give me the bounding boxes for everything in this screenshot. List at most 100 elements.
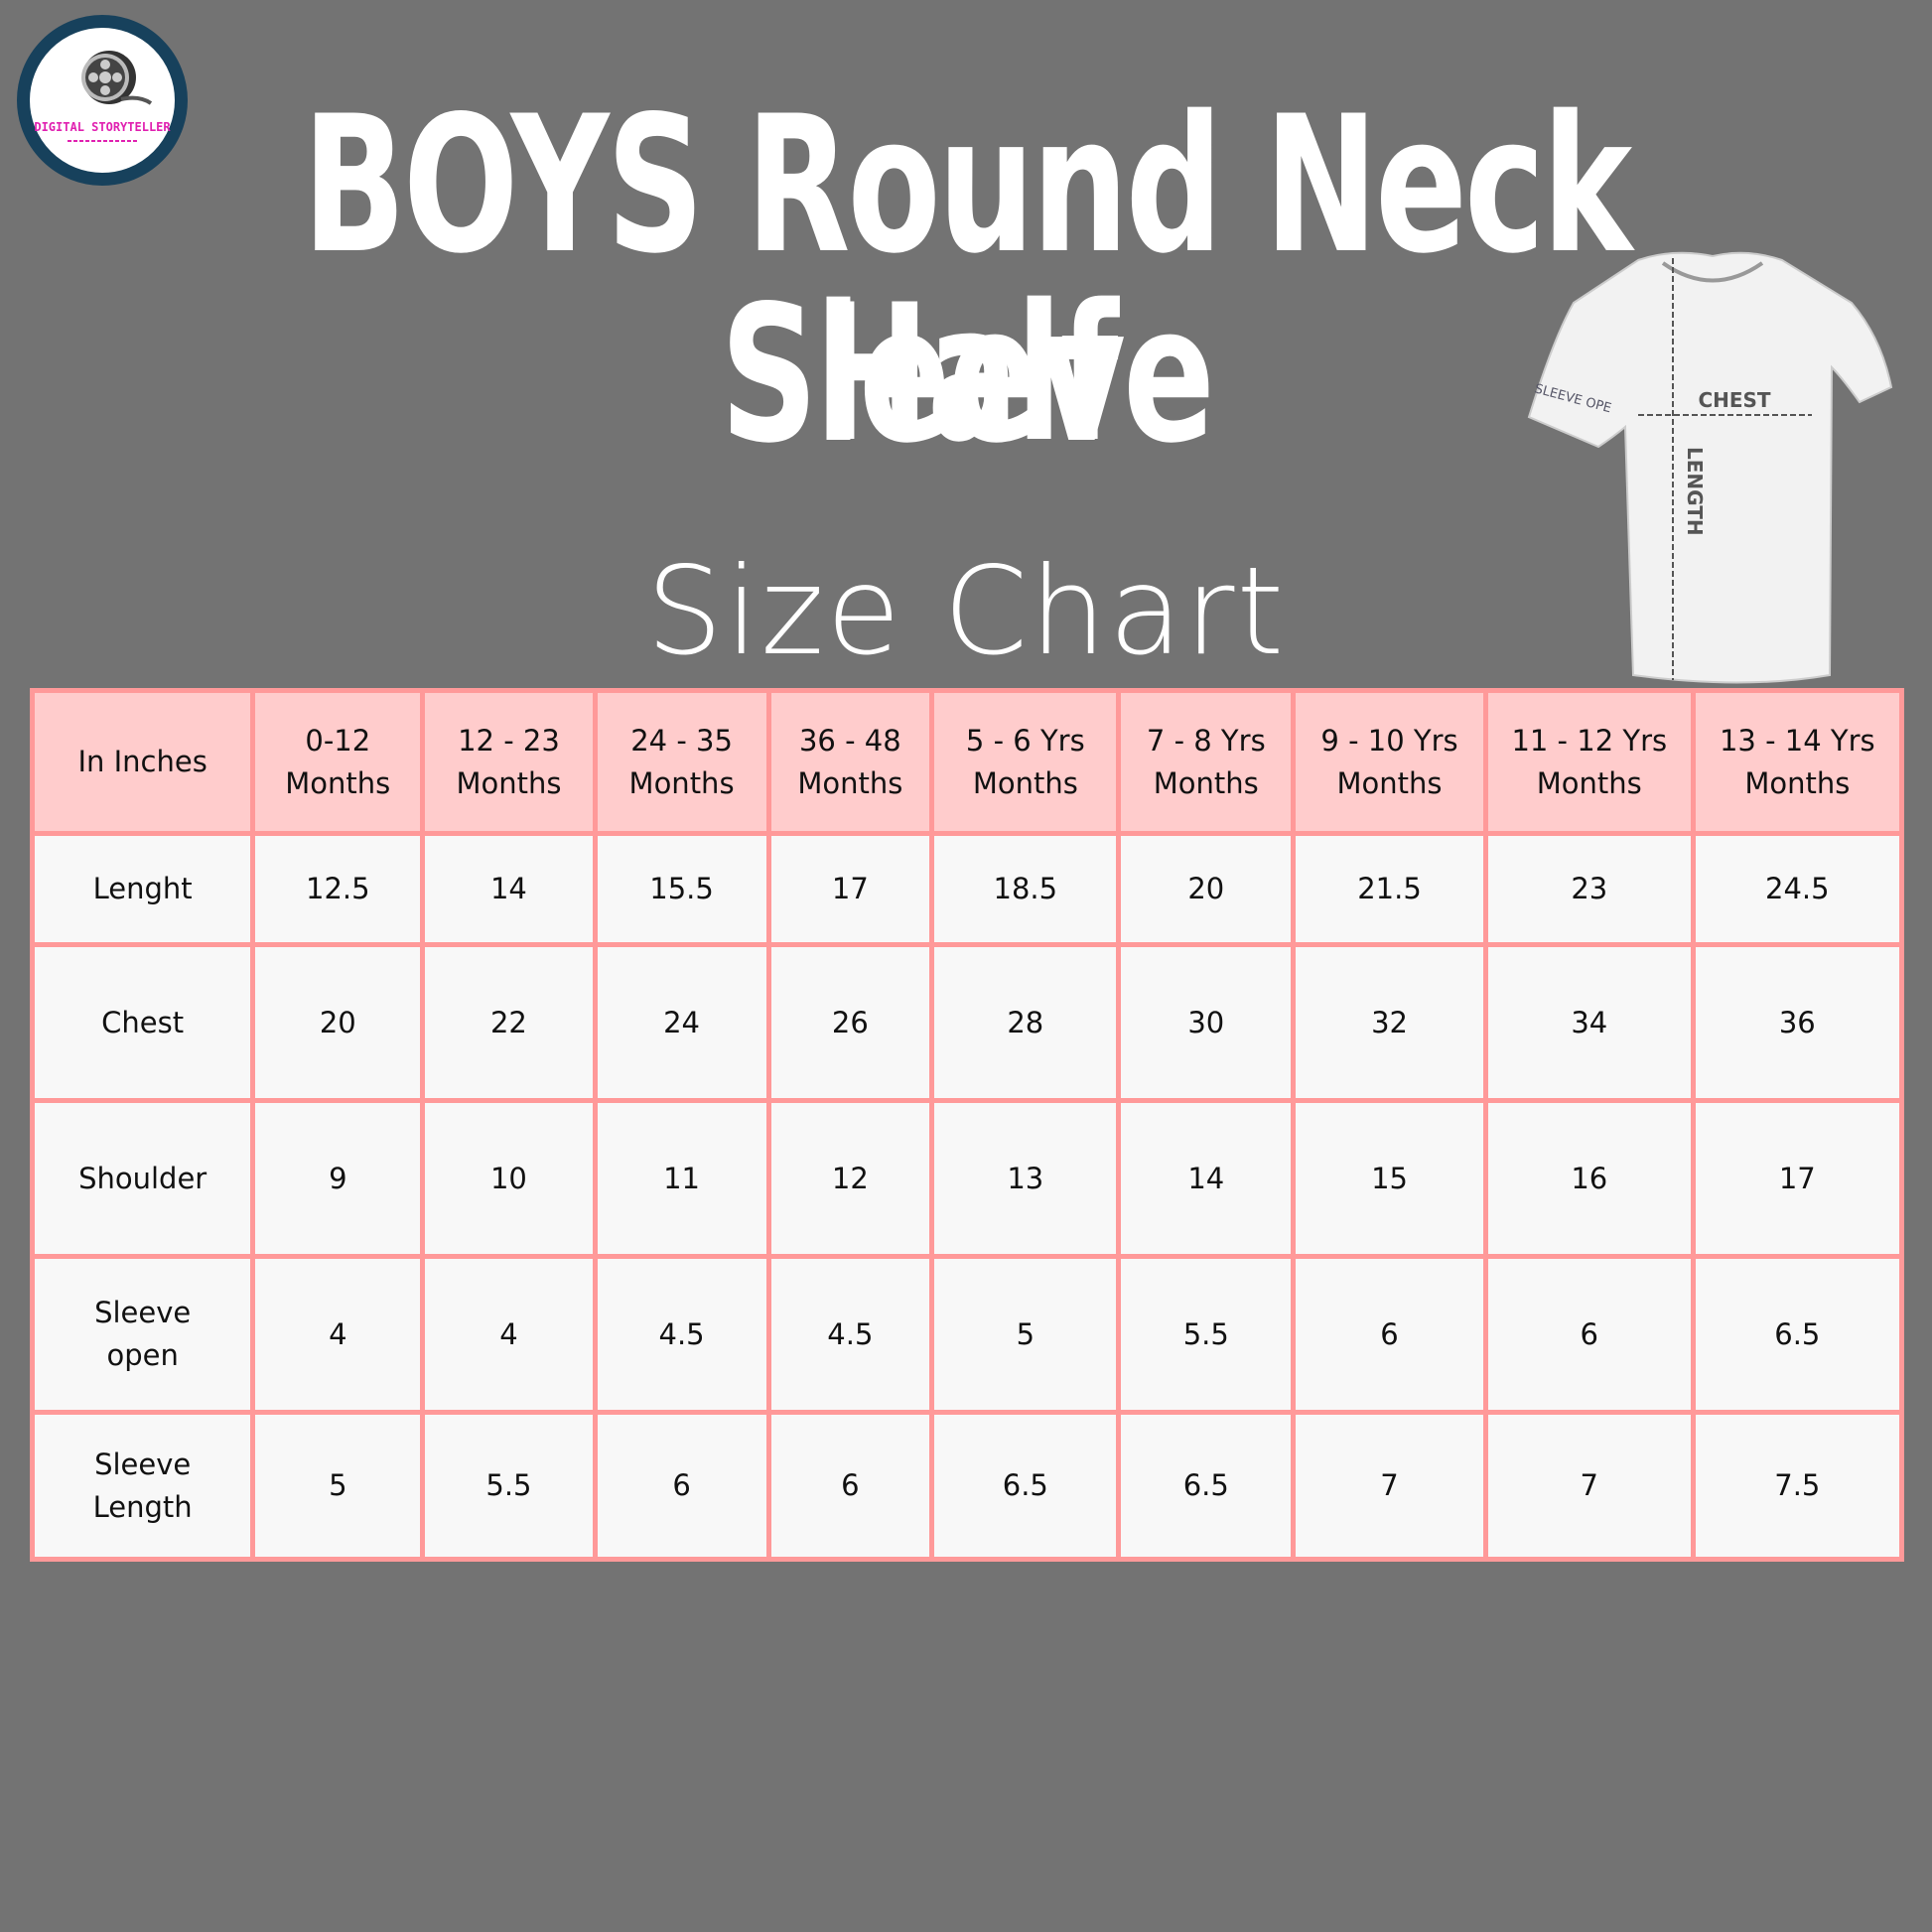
cell-text: Months [456, 765, 562, 800]
cell-text: Months [1153, 765, 1259, 800]
page-title-line2: Sleeve [720, 265, 1215, 484]
row-label: Sleeve Length [29, 1410, 256, 1562]
table-cell: 24.5 [1690, 831, 1905, 947]
cell-text: 12 - 23 [458, 723, 560, 758]
row-label: Shoulder [29, 1098, 256, 1259]
table-cell: 14 [1116, 1098, 1297, 1259]
table-cell: 17 [765, 831, 935, 947]
cell-text: Shoulder [78, 1161, 207, 1195]
logo-text: DIGITAL STORYTELLER [34, 120, 171, 134]
cell-text: 30 [1187, 1005, 1225, 1039]
table-cell: 14 [420, 831, 598, 947]
cell-text: Months [285, 765, 391, 800]
tshirt-illustration: CHEST LENGTH SLEEVE OPE [1527, 251, 1893, 684]
cell-text: 15.5 [649, 872, 714, 905]
cell-text: 4.5 [827, 1316, 874, 1351]
table-cell: 5 [929, 1254, 1122, 1415]
cell-text: 16 [1571, 1161, 1608, 1195]
cell-text: 14 [1187, 1161, 1225, 1195]
table-cell: 7.5 [1690, 1410, 1905, 1562]
table-cell: 22 [420, 942, 598, 1103]
table-cell: 4.5 [592, 1254, 771, 1415]
cell-text: 6.5 [1002, 1468, 1048, 1502]
table-row: Shoulder 9 10 11 12 13 14 15 16 17 [29, 1098, 1905, 1259]
table-cell: 21.5 [1291, 831, 1488, 947]
table-cell: 18.5 [929, 831, 1122, 947]
table-row: Chest 20 22 24 26 28 30 32 34 36 [29, 942, 1905, 1103]
cell-text: 20 [1187, 872, 1225, 905]
cell-text: 23 [1571, 872, 1608, 905]
film-reel-icon: DIGITAL STORYTELLER [34, 51, 171, 142]
table-cell: 24 [592, 942, 771, 1103]
cell-text: Months [1744, 765, 1851, 800]
cell-text: Months [972, 765, 1078, 800]
table-cell: 20 [1116, 831, 1297, 947]
table-cell: 7 [1482, 1410, 1696, 1562]
cell-text: 7 [1580, 1468, 1598, 1502]
table-cell: 6 [592, 1410, 771, 1562]
cell-text: 21.5 [1357, 872, 1422, 905]
cell-text: 17 [831, 872, 869, 905]
cell-text: 5.5 [1182, 1316, 1229, 1351]
column-header: 13 - 14 Yrs Months [1690, 688, 1905, 836]
cell-text: 6 [1380, 1316, 1399, 1351]
column-header: 5 - 6 Yrs Months [929, 688, 1122, 836]
row-label: Sleeve open [29, 1254, 256, 1415]
column-header: 7 - 8 Yrs Months [1116, 688, 1297, 836]
cell-text: 12 [831, 1161, 869, 1195]
table-cell: 6 [1482, 1254, 1696, 1415]
table-cell: 5.5 [1116, 1254, 1297, 1415]
table-cell: 6 [765, 1410, 935, 1562]
page-title-line1: BOYS Round Neck Half [302, 75, 1633, 483]
table-cell: 6.5 [929, 1410, 1122, 1562]
cell-text: 9 [329, 1161, 347, 1195]
chest-label: CHEST [1698, 388, 1770, 412]
column-header: 9 - 10 Yrs Months [1291, 688, 1488, 836]
column-header: 11 - 12 Yrs Months [1482, 688, 1696, 836]
table-cell: 6.5 [1116, 1410, 1297, 1562]
table-cell: 10 [420, 1098, 598, 1259]
table-cell: 30 [1116, 942, 1297, 1103]
cell-text: Chest [101, 1005, 185, 1039]
column-header: In Inches [29, 688, 256, 836]
cell-text: 26 [831, 1005, 869, 1039]
table-cell: 9 [250, 1098, 426, 1259]
table-header-row: In Inches 0-12 Months 12 - 23 Months 24 - 35 M… [29, 688, 1905, 836]
row-label: Lenght [29, 831, 256, 947]
cell-text: 5 [1016, 1316, 1035, 1351]
cell-text: 22 [489, 1005, 527, 1039]
cell-text: 5 [329, 1468, 347, 1502]
table-cell: 13 [929, 1098, 1122, 1259]
cell-text: 10 [489, 1161, 527, 1195]
cell-text: 4 [499, 1316, 518, 1351]
cell-text: open [106, 1338, 179, 1372]
length-label: LENGTH [1683, 447, 1707, 536]
table-row: Lenght 12.5 14 15.5 17 18.5 20 21.5 23 24.5 [29, 831, 1905, 947]
cell-text: 13 - 14 Yrs [1719, 723, 1875, 758]
table-cell: 4.5 [765, 1254, 935, 1415]
table-cell: 11 [592, 1098, 771, 1259]
cell-text: Months [628, 765, 735, 800]
cell-text: 7 - 8 Yrs [1146, 723, 1266, 758]
cell-text: 11 - 12 Yrs [1511, 723, 1668, 758]
table-cell: 15 [1291, 1098, 1488, 1259]
table-cell: 34 [1482, 942, 1696, 1103]
cell-text: 6 [672, 1468, 691, 1502]
cell-text: 15 [1371, 1161, 1408, 1195]
table-cell: 32 [1291, 942, 1488, 1103]
table-cell: 15.5 [592, 831, 771, 947]
table-cell: 20 [250, 942, 426, 1103]
size-chart-table: In Inches 0-12 Months 12 - 23 Months 24 - 35 M… [29, 688, 1905, 1562]
cell-text: 32 [1371, 1005, 1408, 1039]
cell-text: 24.5 [1765, 872, 1830, 905]
table-cell: 5.5 [420, 1410, 598, 1562]
cell-text: 12.5 [306, 872, 370, 905]
table-cell: 4 [250, 1254, 426, 1415]
cell-text: 24 [663, 1005, 701, 1039]
cell-text: 11 [663, 1161, 701, 1195]
cell-text: 7.5 [1774, 1468, 1821, 1502]
row-label: Chest [29, 942, 256, 1103]
table-cell: 12.5 [250, 831, 426, 947]
table-cell: 28 [929, 942, 1122, 1103]
page-subtitle: Size Chart [645, 541, 1287, 682]
